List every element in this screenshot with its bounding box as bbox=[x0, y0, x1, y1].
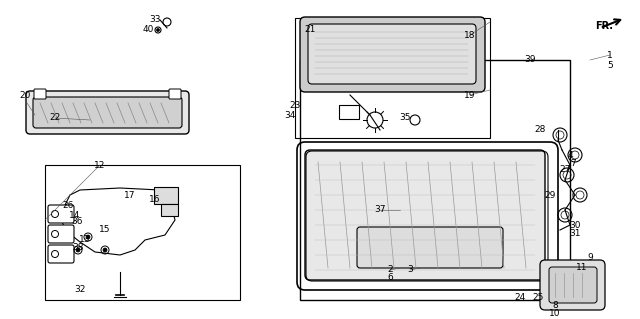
FancyBboxPatch shape bbox=[33, 97, 182, 128]
FancyBboxPatch shape bbox=[308, 24, 476, 84]
Text: 24: 24 bbox=[515, 293, 525, 302]
FancyBboxPatch shape bbox=[48, 205, 74, 223]
Bar bbox=[45, 165, 240, 300]
FancyBboxPatch shape bbox=[154, 187, 178, 204]
FancyBboxPatch shape bbox=[540, 260, 605, 310]
Text: 40: 40 bbox=[142, 26, 154, 34]
FancyBboxPatch shape bbox=[300, 17, 485, 92]
Text: 8: 8 bbox=[552, 300, 558, 309]
Bar bbox=[295, 18, 490, 138]
Text: 20: 20 bbox=[19, 91, 31, 100]
Text: FR.: FR. bbox=[595, 21, 613, 31]
Text: 25: 25 bbox=[532, 293, 544, 302]
Text: 14: 14 bbox=[69, 211, 81, 219]
FancyBboxPatch shape bbox=[48, 245, 74, 263]
Text: 4: 4 bbox=[567, 151, 573, 160]
Text: 32: 32 bbox=[74, 286, 86, 294]
Text: 9: 9 bbox=[587, 254, 593, 263]
FancyBboxPatch shape bbox=[26, 91, 189, 134]
Text: 19: 19 bbox=[464, 91, 476, 100]
Text: 34: 34 bbox=[284, 110, 296, 120]
Circle shape bbox=[86, 235, 90, 239]
Bar bbox=[300, 60, 570, 300]
Text: 10: 10 bbox=[549, 308, 561, 317]
FancyBboxPatch shape bbox=[305, 150, 545, 280]
Text: 37: 37 bbox=[374, 205, 386, 214]
Circle shape bbox=[76, 248, 80, 252]
Text: 18: 18 bbox=[464, 31, 476, 40]
Text: 26: 26 bbox=[62, 201, 74, 210]
Text: 21: 21 bbox=[304, 26, 316, 34]
Text: 7: 7 bbox=[570, 159, 576, 167]
Text: 36: 36 bbox=[71, 218, 83, 226]
Text: 6: 6 bbox=[387, 273, 393, 283]
FancyBboxPatch shape bbox=[161, 204, 178, 216]
Text: 13: 13 bbox=[79, 235, 91, 244]
FancyBboxPatch shape bbox=[357, 227, 503, 268]
Text: 23: 23 bbox=[289, 100, 301, 109]
Circle shape bbox=[103, 248, 107, 252]
Text: 38: 38 bbox=[72, 243, 84, 253]
Text: 5: 5 bbox=[607, 61, 613, 70]
Text: 12: 12 bbox=[94, 160, 106, 169]
Text: 15: 15 bbox=[99, 226, 111, 234]
FancyBboxPatch shape bbox=[169, 89, 181, 99]
FancyBboxPatch shape bbox=[34, 89, 46, 99]
Text: 22: 22 bbox=[49, 114, 61, 122]
Text: 35: 35 bbox=[399, 114, 411, 122]
Text: 28: 28 bbox=[534, 125, 546, 135]
Text: 30: 30 bbox=[569, 220, 580, 229]
Text: 33: 33 bbox=[149, 16, 161, 25]
Text: 3: 3 bbox=[407, 265, 413, 275]
Text: 11: 11 bbox=[576, 263, 588, 272]
FancyBboxPatch shape bbox=[549, 267, 597, 303]
Text: 16: 16 bbox=[149, 196, 161, 204]
Text: 1: 1 bbox=[607, 50, 613, 60]
Text: 17: 17 bbox=[124, 190, 136, 199]
Circle shape bbox=[157, 28, 159, 32]
FancyBboxPatch shape bbox=[48, 225, 74, 243]
FancyBboxPatch shape bbox=[339, 105, 359, 119]
Text: 39: 39 bbox=[524, 56, 536, 64]
Text: 27: 27 bbox=[559, 166, 571, 174]
Text: 31: 31 bbox=[569, 228, 580, 238]
Text: 29: 29 bbox=[544, 190, 556, 199]
Text: 2: 2 bbox=[387, 265, 393, 275]
